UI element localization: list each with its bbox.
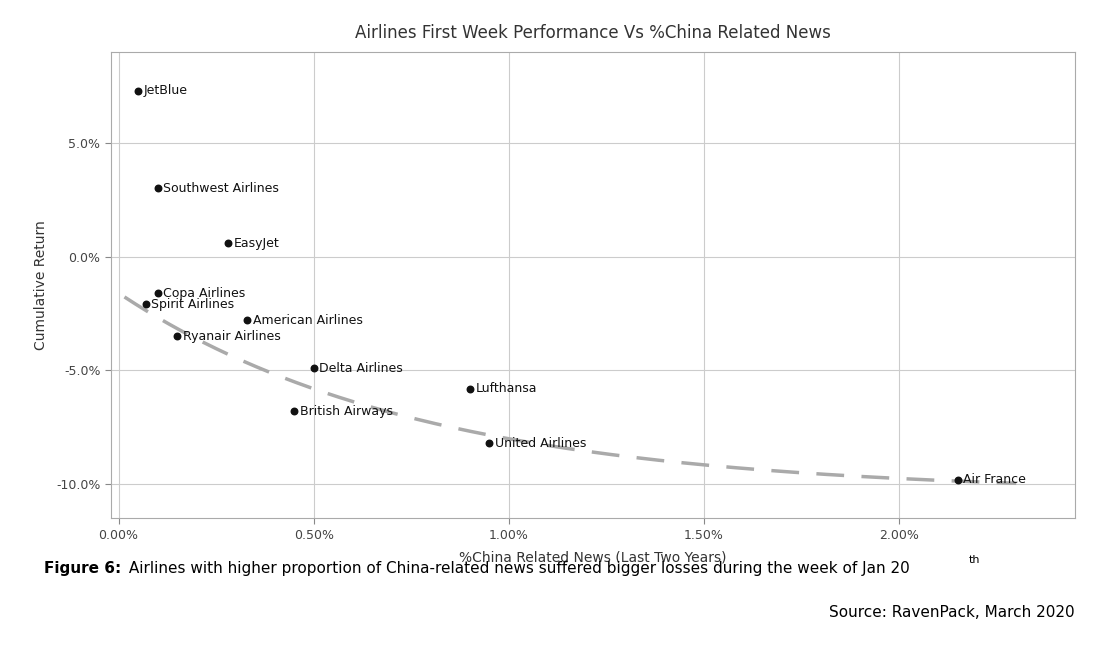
Text: Ryanair Airlines: Ryanair Airlines bbox=[183, 330, 280, 343]
Text: EasyJet: EasyJet bbox=[234, 237, 279, 249]
Point bbox=[461, 384, 479, 394]
Text: British Airways: British Airways bbox=[300, 405, 392, 418]
Text: Air France: Air France bbox=[963, 473, 1026, 486]
Text: Spirit Airlines: Spirit Airlines bbox=[152, 298, 235, 311]
Text: Figure 6:: Figure 6: bbox=[44, 561, 122, 577]
Point bbox=[481, 438, 499, 448]
Point bbox=[948, 474, 966, 485]
Text: th: th bbox=[968, 555, 979, 565]
Point bbox=[168, 331, 186, 341]
Point bbox=[238, 315, 256, 325]
Text: Source: RavenPack, March 2020: Source: RavenPack, March 2020 bbox=[829, 605, 1075, 620]
Point bbox=[148, 183, 166, 194]
X-axis label: %China Related News (Last Two Years): %China Related News (Last Two Years) bbox=[459, 550, 727, 564]
Y-axis label: Cumulative Return: Cumulative Return bbox=[33, 220, 48, 350]
Text: JetBlue: JetBlue bbox=[144, 84, 187, 97]
Point bbox=[305, 363, 322, 373]
Text: American Airlines: American Airlines bbox=[253, 314, 362, 327]
Text: United Airlines: United Airlines bbox=[495, 437, 586, 450]
Point bbox=[137, 299, 155, 310]
Text: Southwest Airlines: Southwest Airlines bbox=[163, 182, 279, 195]
Point bbox=[148, 288, 166, 298]
Title: Airlines First Week Performance Vs %China Related News: Airlines First Week Performance Vs %Chin… bbox=[355, 24, 831, 42]
Text: Lufthansa: Lufthansa bbox=[475, 382, 537, 395]
Point bbox=[286, 406, 304, 417]
Text: Copa Airlines: Copa Airlines bbox=[163, 286, 246, 299]
Text: Delta Airlines: Delta Airlines bbox=[319, 362, 403, 375]
Point bbox=[219, 238, 237, 248]
Point bbox=[130, 86, 147, 96]
Text: Airlines with higher proportion of China-related news suffered bigger losses dur: Airlines with higher proportion of China… bbox=[124, 561, 910, 577]
